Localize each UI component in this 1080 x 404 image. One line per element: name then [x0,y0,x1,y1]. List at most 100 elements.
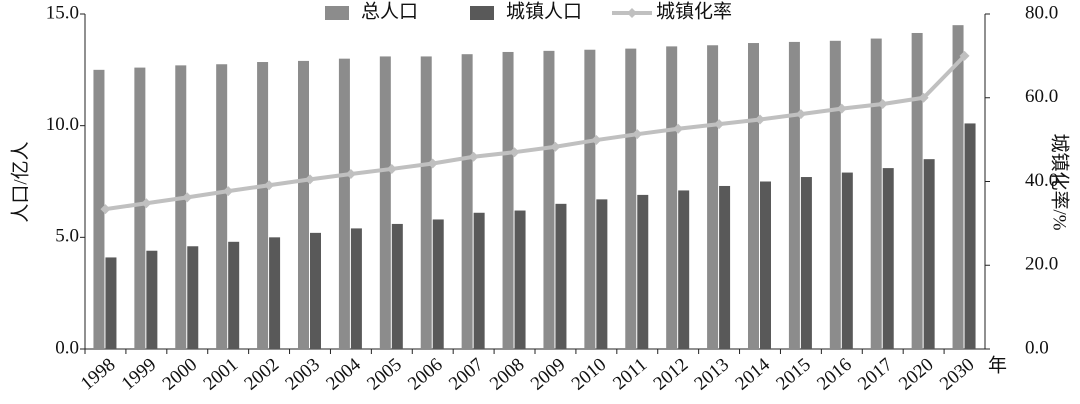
line-marker [877,99,888,110]
line-marker [673,123,684,134]
bar [298,60,309,350]
y2-tick-label: 40.0 [1025,170,1058,191]
bar [175,65,187,349]
line-marker [427,158,438,169]
line-marker [918,92,929,103]
x-tick-label: 2015 [772,354,815,395]
y-tick-label: 0.0 [55,337,79,358]
bar [555,203,567,349]
x-tick-label: 2005 [363,354,406,395]
line-marker [386,163,397,174]
bar [502,51,514,349]
x-tick-label: 2007 [445,354,488,395]
line-marker [264,180,275,191]
line-marker [141,198,152,209]
x-tick-label: 2020 [895,354,938,395]
bar [882,168,894,349]
y2-tick-label: 20.0 [1025,254,1058,275]
x-tick-label: 2004 [322,354,365,395]
bar [829,40,841,350]
bar [269,237,281,349]
y2-axis-title: 城镇化率/% [1049,133,1071,230]
line [105,54,966,212]
bar [134,67,146,349]
bar [146,250,158,349]
line-marker [550,141,561,152]
legend-swatch [325,6,349,20]
x-tick-label: 2014 [731,354,774,395]
bar [748,43,759,350]
bar [420,56,432,349]
x-tick-label: 2009 [527,354,570,395]
line-marker [345,168,356,179]
bar [707,45,719,350]
legend-label: 城镇化率 [656,0,732,22]
legend-swatch [470,6,494,20]
bar [719,185,731,349]
y2-tick-label: 60.0 [1025,86,1058,107]
line-marker [836,103,847,114]
bar [379,56,391,349]
bar [584,49,596,349]
line-marker [223,186,234,197]
x-tick-label: 1999 [118,354,161,395]
bar [760,181,771,349]
y-tick-label: 10.0 [46,114,79,135]
y-tick-label: 5.0 [55,226,79,247]
bar [473,212,485,349]
x-tick-label: 2030 [936,354,979,395]
bar [187,246,199,349]
x-tick-label: 2012 [650,354,693,395]
x-tick-label: 2008 [486,354,529,395]
bar [870,38,882,350]
bar [800,177,812,349]
line-marker [795,109,806,120]
legend-label: 总人口 [361,0,418,22]
line-marker [591,135,602,146]
legend-label: 城镇人口 [506,0,582,22]
bar [923,159,935,349]
bar [310,232,321,349]
bar [514,210,526,349]
y-axis-title: 人口/亿人 [9,141,31,222]
bar [216,64,228,349]
bar [637,194,649,349]
line-marker [305,174,315,185]
x-tick-label: 2011 [609,354,651,394]
bar [228,241,240,349]
x-tick-label: 2006 [404,354,447,395]
y2-tick-label: 0.0 [1025,337,1049,358]
bar [338,58,350,350]
line-marker [182,192,193,203]
line-marker [509,147,520,158]
x-tick-label: 2000 [159,354,202,395]
y-tick-label: 15.0 [46,2,79,23]
x-tick-label: 2017 [854,354,897,395]
bar [93,69,105,349]
bar [596,199,608,349]
x-axis-title: 年 [988,354,1007,376]
bar [788,41,800,350]
bar [841,172,853,349]
x-tick-label: 2001 [200,354,243,395]
x-tick-label: 1998 [77,354,120,395]
y2-tick-label: 80.0 [1025,2,1058,23]
x-tick-label: 2002 [240,354,283,395]
line-marker [100,204,111,215]
line-marker [468,151,479,162]
line-marker [755,114,765,125]
line-marker [959,50,970,61]
x-tick-label: 2013 [690,354,733,395]
line-marker [632,129,643,140]
bar [543,50,555,349]
bar [350,228,362,349]
x-tick-label: 2016 [813,354,856,395]
bar [964,123,976,349]
bar [666,46,678,350]
bar [911,32,923,349]
bar [625,48,637,349]
legend-swatch [627,8,637,18]
bar [952,25,964,350]
x-tick-label: 2003 [281,354,324,395]
